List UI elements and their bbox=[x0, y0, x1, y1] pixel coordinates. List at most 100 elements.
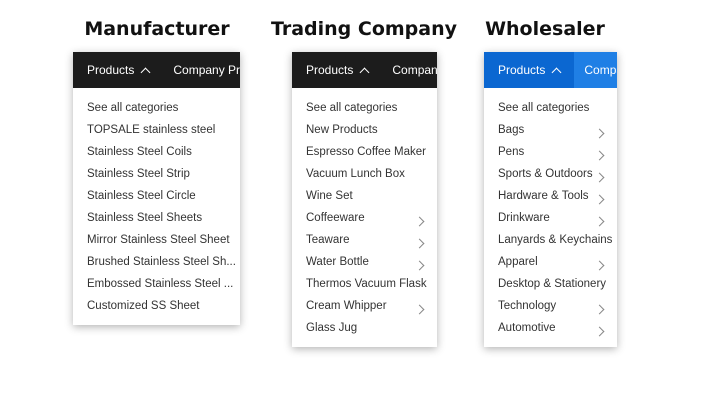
menu-item-label: Hardware & Tools bbox=[498, 190, 589, 202]
category-list: See all categories Bags Pens Sports & Outdo… bbox=[484, 88, 617, 347]
chevron-right-icon bbox=[594, 260, 605, 270]
chevron-up-icon bbox=[359, 67, 370, 77]
menu-item[interactable]: Stainless Steel Strip bbox=[73, 163, 240, 185]
menu-item[interactable]: Pens bbox=[484, 141, 617, 163]
company-tab[interactable]: Compan bbox=[584, 63, 617, 77]
chevron-up-icon bbox=[551, 67, 562, 77]
nav-bar: Products Company Profile bbox=[73, 52, 240, 88]
menu-item[interactable]: Stainless Steel Coils bbox=[73, 141, 240, 163]
menu-item-label: Customized SS Sheet bbox=[87, 300, 200, 312]
menu-item[interactable]: Apparel bbox=[484, 251, 617, 273]
menu-item-label: Vacuum Lunch Box bbox=[306, 168, 405, 180]
menu-item-label: Embossed Stainless Steel ... bbox=[87, 278, 234, 290]
chevron-right-icon bbox=[414, 238, 425, 248]
company-tab[interactable]: Company bbox=[392, 63, 437, 77]
products-label: Products bbox=[306, 63, 354, 77]
menu-item-label: See all categories bbox=[498, 102, 590, 114]
menu-item[interactable]: Embossed Stainless Steel ... bbox=[73, 273, 240, 295]
trading-company-title: Trading Company bbox=[270, 18, 458, 40]
menu-item[interactable]: See all categories bbox=[292, 97, 437, 119]
category-list: See all categories TOPSALE stainless stee… bbox=[73, 88, 240, 325]
menu-item[interactable]: See all categories bbox=[73, 97, 240, 119]
menu-item[interactable]: Automotive bbox=[484, 317, 617, 339]
products-label: Products bbox=[498, 63, 546, 77]
menu-item-label: Drinkware bbox=[498, 212, 550, 224]
menu-item[interactable]: Hardware & Tools bbox=[484, 185, 617, 207]
menu-item[interactable]: Wine Set bbox=[292, 185, 437, 207]
menu-item-label: Lanyards & Keychains bbox=[498, 234, 613, 246]
menu-item[interactable]: New Products bbox=[292, 119, 437, 141]
menu-item-label: Bags bbox=[498, 124, 525, 136]
products-tab[interactable]: Products bbox=[292, 52, 383, 88]
menu-item[interactable]: Coffeeware bbox=[292, 207, 437, 229]
menu-item-label: Water Bottle bbox=[306, 256, 369, 268]
menu-item-label: See all categories bbox=[87, 102, 179, 114]
menu-item-label: Stainless Steel Circle bbox=[87, 190, 196, 202]
menu-item[interactable]: Thermos Vacuum Flask bbox=[292, 273, 437, 295]
chevron-right-icon bbox=[594, 326, 605, 336]
menu-item[interactable]: Bags bbox=[484, 119, 617, 141]
menu-item-label: Apparel bbox=[498, 256, 538, 268]
chevron-right-icon bbox=[414, 260, 425, 270]
products-tab[interactable]: Products bbox=[484, 52, 575, 88]
menu-item[interactable]: TOPSALE stainless steel bbox=[73, 119, 240, 141]
wholesaler-title: Wholesaler bbox=[485, 18, 605, 40]
menu-item-label: Stainless Steel Sheets bbox=[87, 212, 203, 224]
chevron-right-icon bbox=[594, 304, 605, 314]
menu-item-label: Espresso Coffee Maker bbox=[306, 146, 426, 158]
menu-item[interactable]: Customized SS Sheet bbox=[73, 295, 240, 317]
menu-item-label: Sports & Outdoors bbox=[498, 168, 593, 180]
menu-item[interactable]: Technology bbox=[484, 295, 617, 317]
menu-item-label: Thermos Vacuum Flask bbox=[306, 278, 427, 290]
menu-item[interactable]: Drinkware bbox=[484, 207, 617, 229]
nav-bar: Products Compan bbox=[484, 52, 617, 88]
menu-item-label: Automotive bbox=[498, 322, 556, 334]
manufacturer-title: Manufacturer bbox=[84, 18, 230, 40]
chevron-right-icon bbox=[594, 128, 605, 138]
chevron-right-icon bbox=[594, 150, 605, 160]
menu-item[interactable]: Cream Whipper bbox=[292, 295, 437, 317]
menu-item-label: Technology bbox=[498, 300, 557, 312]
chevron-up-icon bbox=[140, 67, 151, 77]
menu-item[interactable]: Sports & Outdoors bbox=[484, 163, 617, 185]
menu-item-label: Pens bbox=[498, 146, 525, 158]
chevron-right-icon bbox=[594, 194, 605, 204]
menu-item[interactable]: Stainless Steel Circle bbox=[73, 185, 240, 207]
menu-item[interactable]: Glass Jug bbox=[292, 317, 437, 339]
manufacturer-menu: Products Company ProfileSee all categori… bbox=[73, 52, 240, 325]
menu-item-label: Cream Whipper bbox=[306, 300, 387, 312]
trading-company-menu: Products Company See all categories New Pr… bbox=[292, 52, 437, 347]
menu-item[interactable]: Water Bottle bbox=[292, 251, 437, 273]
menu-item[interactable]: Vacuum Lunch Box bbox=[292, 163, 437, 185]
menu-item[interactable]: Espresso Coffee Maker bbox=[292, 141, 437, 163]
menu-item[interactable]: Stainless Steel Sheets bbox=[73, 207, 240, 229]
menu-item[interactable]: See all categories bbox=[484, 97, 617, 119]
nav-bar: Products Company bbox=[292, 52, 437, 88]
menu-item-label: Brushed Stainless Steel Sh... bbox=[87, 256, 236, 268]
chevron-right-icon bbox=[414, 216, 425, 226]
menu-item[interactable]: Mirror Stainless Steel Sheet bbox=[73, 229, 240, 251]
wholesaler-menu: Products Compan See all categories Bags Pen… bbox=[484, 52, 617, 347]
menu-item-label: See all categories bbox=[306, 102, 398, 114]
menu-item-label: Stainless Steel Coils bbox=[87, 146, 192, 158]
menu-item[interactable]: Teaware bbox=[292, 229, 437, 251]
menu-item-label: Coffeeware bbox=[306, 212, 365, 224]
menu-item-label: Desktop & Stationery bbox=[498, 278, 607, 290]
company-tab[interactable]: Company Profile bbox=[173, 63, 240, 77]
menu-item[interactable]: Desktop & Stationery bbox=[484, 273, 617, 295]
menu-item-label: Wine Set bbox=[306, 190, 353, 202]
menu-item-label: Teaware bbox=[306, 234, 350, 246]
menu-item-label: Mirror Stainless Steel Sheet bbox=[87, 234, 230, 246]
chevron-right-icon bbox=[414, 304, 425, 314]
products-tab[interactable]: Products bbox=[73, 52, 164, 88]
chevron-right-icon bbox=[594, 172, 605, 182]
category-list: See all categories New Products Espresso C… bbox=[292, 88, 437, 347]
menu-item[interactable]: Brushed Stainless Steel Sh... bbox=[73, 251, 240, 273]
menu-item-label: New Products bbox=[306, 124, 378, 136]
menu-item-label: Glass Jug bbox=[306, 322, 358, 334]
products-label: Products bbox=[87, 63, 135, 77]
menu-item-label: TOPSALE stainless steel bbox=[87, 124, 216, 136]
chevron-right-icon bbox=[594, 216, 605, 226]
menu-item[interactable]: Lanyards & Keychains bbox=[484, 229, 617, 251]
menu-item-label: Stainless Steel Strip bbox=[87, 168, 190, 180]
